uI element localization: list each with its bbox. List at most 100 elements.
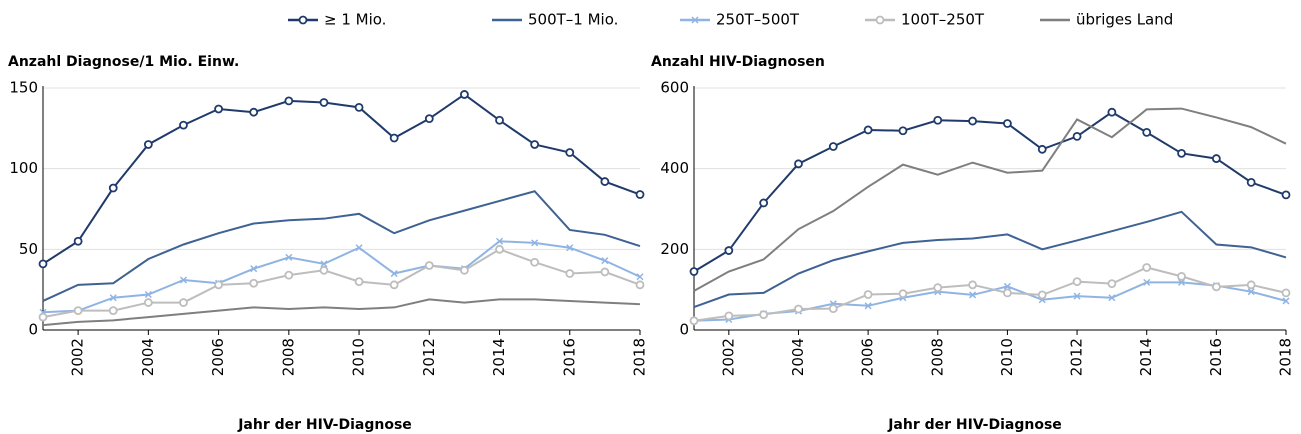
marker bbox=[250, 265, 258, 273]
x-tick-label: 2018 bbox=[631, 338, 649, 376]
marker bbox=[530, 257, 540, 267]
marker bbox=[354, 277, 364, 287]
marker bbox=[689, 316, 699, 326]
marker bbox=[495, 115, 504, 125]
marker bbox=[1246, 280, 1256, 290]
marker bbox=[284, 270, 294, 280]
x-tick-label: 2008 bbox=[279, 338, 297, 376]
marker bbox=[689, 267, 699, 276]
marker bbox=[460, 90, 469, 99]
series-line bbox=[693, 111, 1287, 273]
series-line bbox=[42, 240, 641, 314]
marker bbox=[635, 190, 645, 199]
marker bbox=[600, 177, 610, 186]
marker bbox=[1247, 288, 1255, 296]
marker bbox=[109, 294, 117, 302]
marker bbox=[724, 246, 734, 255]
marker bbox=[531, 239, 539, 247]
legend-marker bbox=[298, 15, 308, 25]
marker bbox=[214, 104, 223, 114]
marker bbox=[1143, 278, 1151, 286]
y-tick-label: 400 bbox=[660, 159, 689, 177]
marker bbox=[73, 306, 83, 316]
marker bbox=[828, 142, 838, 151]
marker bbox=[1246, 177, 1256, 187]
marker bbox=[1281, 190, 1291, 200]
marker bbox=[424, 261, 434, 270]
marker bbox=[759, 198, 769, 208]
legend-marker bbox=[875, 15, 885, 25]
marker bbox=[249, 278, 259, 288]
marker bbox=[460, 265, 469, 275]
x-tick-label: 2010 bbox=[350, 338, 368, 376]
marker bbox=[635, 280, 645, 290]
marker bbox=[636, 273, 644, 281]
marker bbox=[1211, 154, 1221, 163]
legend-label: 250T–500T bbox=[716, 11, 800, 29]
marker bbox=[565, 148, 575, 157]
x-tick-label: 2006 bbox=[859, 338, 877, 376]
marker bbox=[285, 253, 293, 261]
marker bbox=[108, 306, 118, 316]
y-tick-label: 0 bbox=[28, 321, 38, 339]
series-line bbox=[42, 93, 641, 265]
legend-label: 500T–1 Mio. bbox=[528, 11, 618, 29]
marker bbox=[1037, 144, 1047, 154]
x-axis-title: Jahr der HIV-Diagnose bbox=[237, 417, 412, 433]
marker bbox=[320, 260, 328, 268]
marker bbox=[898, 126, 908, 136]
series-line bbox=[42, 248, 641, 319]
marker bbox=[179, 120, 188, 130]
marker bbox=[179, 298, 188, 307]
marker bbox=[495, 244, 504, 254]
marker bbox=[1072, 131, 1082, 141]
marker bbox=[759, 310, 769, 320]
marker bbox=[143, 140, 153, 149]
legend-label: übriges Land bbox=[1076, 11, 1173, 29]
series-line bbox=[42, 298, 641, 327]
x-tick-label: 2004 bbox=[139, 338, 157, 376]
y-tick-label: 50 bbox=[19, 240, 38, 258]
marker bbox=[864, 302, 872, 310]
marker bbox=[863, 125, 873, 135]
series-line bbox=[42, 190, 641, 302]
marker bbox=[1107, 279, 1117, 289]
marker bbox=[1282, 297, 1290, 305]
legend-label: ≥ 1 Mio. bbox=[324, 11, 386, 29]
marker bbox=[1003, 119, 1012, 128]
marker bbox=[354, 102, 364, 112]
marker bbox=[1177, 148, 1186, 158]
marker bbox=[319, 265, 329, 275]
marker bbox=[495, 237, 504, 245]
series-line bbox=[693, 281, 1287, 322]
marker bbox=[389, 280, 399, 290]
marker bbox=[794, 159, 803, 169]
series-line bbox=[693, 210, 1287, 308]
x-tick-label: 2004 bbox=[789, 338, 807, 376]
y-tick-label: 200 bbox=[660, 240, 689, 258]
chart-title: Anzahl HIV-Diagnosen bbox=[651, 54, 825, 70]
x-tick-label: 2016 bbox=[1207, 338, 1225, 376]
marker bbox=[969, 291, 977, 299]
x-tick-label: 2018 bbox=[1277, 338, 1295, 376]
marker bbox=[1003, 288, 1012, 298]
marker bbox=[1142, 127, 1152, 137]
marker bbox=[249, 107, 259, 117]
marker bbox=[724, 311, 734, 321]
marker bbox=[968, 116, 977, 126]
marker bbox=[1142, 263, 1152, 272]
legend-label: 100T–250T bbox=[901, 11, 985, 29]
marker bbox=[424, 114, 434, 124]
y-tick-label: 600 bbox=[660, 79, 689, 97]
marker bbox=[565, 269, 575, 278]
x-tick-label: 2002 bbox=[69, 338, 87, 376]
x-tick-label: 2010 bbox=[998, 338, 1016, 376]
marker bbox=[1107, 107, 1117, 117]
marker bbox=[390, 270, 398, 278]
marker bbox=[355, 244, 363, 252]
x-tick-label: 2014 bbox=[490, 338, 508, 376]
x-tick-label: 2008 bbox=[928, 338, 946, 376]
marker bbox=[601, 257, 609, 265]
marker bbox=[898, 289, 908, 299]
x-tick-label: 2014 bbox=[1137, 338, 1155, 376]
